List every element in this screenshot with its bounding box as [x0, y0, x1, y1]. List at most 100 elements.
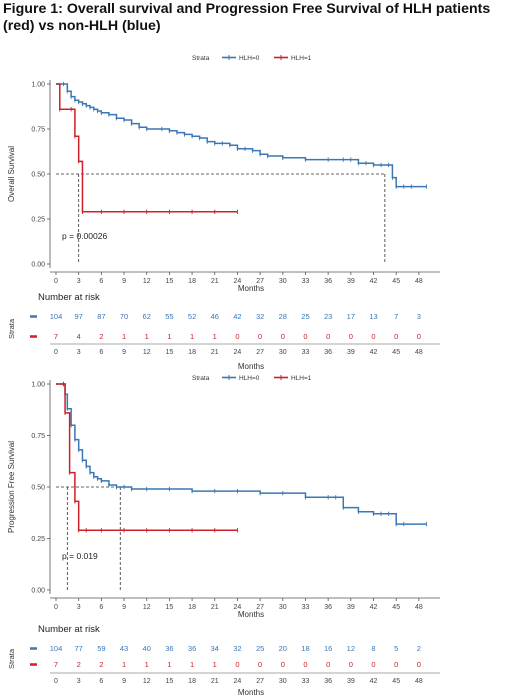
panel2-risk-xtick-label-11: 33 [302, 678, 310, 685]
panel2-ytick-label-3: 0.75 [31, 433, 45, 440]
panel2-risk-cell: 32 [233, 644, 241, 653]
panel1-risk-cell: 0 [303, 332, 307, 341]
panel2-risk-xtick-label-8: 24 [234, 678, 242, 685]
panel2-series-hlh0-curve [56, 383, 427, 525]
panel2-risk-xtick-label-13: 39 [347, 678, 355, 685]
panel2-xtick-label-2: 6 [99, 604, 103, 611]
panel2-y-label: Progression Free Survival [7, 441, 16, 533]
panel2-risk-cell: 36 [188, 644, 196, 653]
panel1-xtick-label-6: 18 [188, 278, 196, 285]
panel1-xtick-label-1: 3 [77, 278, 81, 285]
panel2-risk-xtick-label-4: 12 [143, 678, 151, 685]
panel1-xtick-label-2: 6 [99, 278, 103, 285]
panel2-risk-title: Number at risk [38, 624, 100, 635]
panel1-risk-cell: 7 [394, 312, 398, 321]
panel1-risk-strata-label: Strata [7, 318, 16, 339]
panel2-risk-cell: 0 [326, 660, 330, 669]
panel2-risk-cell: 104 [50, 644, 63, 653]
panel1-risk-xtick-label-16: 48 [415, 349, 423, 356]
panel1-risk-cell: 0 [258, 332, 262, 341]
panel1-xtick-label-5: 15 [166, 278, 174, 285]
panel1-risk-cell: 0 [371, 332, 375, 341]
panel1-legend-entry-0: HLH=0 [239, 55, 260, 62]
panel1-risk-cell: 3 [417, 312, 421, 321]
panel2-risk-xtick-label-5: 15 [166, 678, 174, 685]
panel2-legend-entry-0: HLH=0 [239, 375, 260, 382]
panel1-risk-xtick-label-15: 45 [392, 349, 400, 356]
panel1-ytick-label-3: 0.75 [31, 127, 45, 134]
panel1-risk-cell: 55 [165, 312, 173, 321]
panel1-risk-cell: 25 [301, 312, 309, 321]
panel2-legend-title: Strata [192, 375, 210, 382]
panel2-legend-entry-1: HLH=1 [291, 375, 312, 382]
panel2-xtick-label-14: 42 [370, 604, 378, 611]
panel1-xtick-label-4: 12 [143, 278, 151, 285]
panel1-risk-xtick-label-4: 12 [143, 349, 151, 356]
panel2-xtick-label-16: 48 [415, 604, 423, 611]
panel2-xtick-label-7: 21 [211, 604, 219, 611]
panel1-xtick-label-14: 42 [370, 278, 378, 285]
panel2-risk-xtick-label-1: 3 [77, 678, 81, 685]
panel1-ytick-label-0: 0.00 [31, 262, 45, 269]
panel1-risk-xtick-label-7: 21 [211, 349, 219, 356]
panel2-risk-cell: 43 [120, 644, 128, 653]
panel1-y-label: Overall Survival [7, 146, 16, 202]
panel2-xtick-label-1: 3 [77, 604, 81, 611]
panel1-xtick-label-7: 21 [211, 278, 219, 285]
panel2-risk-xtick-label-0: 0 [54, 678, 58, 685]
panel1-risk-cell: 23 [324, 312, 332, 321]
panel1-risk-xtick-label-8: 24 [234, 349, 242, 356]
panel2-risk-cell: 2 [99, 660, 103, 669]
panel2-risk-cell: 0 [258, 660, 262, 669]
panel2-risk-strata-label: Strata [7, 648, 16, 669]
panel2-risk-cell: 1 [167, 660, 171, 669]
panel2-risk-xtick-label-9: 27 [256, 678, 264, 685]
panel1-risk-xtick-label-3: 9 [122, 349, 126, 356]
panel2-xtick-label-3: 9 [122, 604, 126, 611]
panel2-xtick-label-5: 15 [166, 604, 174, 611]
panel1-xtick-label-16: 48 [415, 278, 423, 285]
panel1-risk-xtick-label-6: 18 [188, 349, 196, 356]
panel2-xtick-label-4: 12 [143, 604, 151, 611]
panel1-xtick-label-0: 0 [54, 278, 58, 285]
panel2-risk-xtick-label-7: 21 [211, 678, 219, 685]
panel1-risk-xtick-label-11: 33 [302, 349, 310, 356]
panel1-risk-cell: 17 [347, 312, 355, 321]
panel1-ytick-label-2: 0.50 [31, 172, 45, 179]
panel1-risk-xtick-label-12: 36 [324, 349, 332, 356]
panel1-risk-cell: 0 [417, 332, 421, 341]
panel1-risk-xtick-label-0: 0 [54, 349, 58, 356]
panel2-risk-cell: 1 [190, 660, 194, 669]
panel2-risk-xtick-label-12: 36 [324, 678, 332, 685]
panel2-ytick-label-2: 0.50 [31, 485, 45, 492]
panel1-risk-xtick-label-1: 3 [77, 349, 81, 356]
panel1-risk-cell: 46 [211, 312, 219, 321]
panel2-xtick-label-10: 30 [279, 604, 287, 611]
panel1-xtick-label-11: 33 [302, 278, 310, 285]
panel1-risk-xtick-label-5: 15 [166, 349, 174, 356]
panel2-xtick-label-13: 39 [347, 604, 355, 611]
panel2-risk-cell: 0 [394, 660, 398, 669]
panel1-risk-cell: 0 [326, 332, 330, 341]
panel2-xtick-label-8: 24 [234, 604, 242, 611]
panel1-xtick-label-9: 27 [256, 278, 264, 285]
panel1-series-hlh1-curve [56, 83, 238, 213]
panel2-risk-cell: 59 [97, 644, 105, 653]
panel1-risk-cell: 1 [145, 332, 149, 341]
panel2-risk-xtick-label-2: 6 [99, 678, 103, 685]
panel1-legend-title: Strata [192, 55, 210, 62]
panel2-risk-cell: 12 [347, 644, 355, 653]
panel2-risk-xtick-label-16: 48 [415, 678, 423, 685]
panel2-x-label: Months [238, 610, 264, 619]
panel1-ytick-label-1: 0.25 [31, 217, 45, 224]
panel2-risk-cell: 8 [371, 644, 375, 653]
panel1-series-hlh0-curve [56, 83, 427, 188]
panel2-risk-cell: 25 [256, 644, 264, 653]
panel1-risk-xtick-label-2: 6 [99, 349, 103, 356]
panel1-xtick-label-12: 36 [324, 278, 332, 285]
panel2-risk-xtick-label-15: 45 [392, 678, 400, 685]
panel2-risk-cell: 34 [211, 644, 219, 653]
panel2-risk-cell: 2 [417, 644, 421, 653]
panel1-risk-cell: 52 [188, 312, 196, 321]
